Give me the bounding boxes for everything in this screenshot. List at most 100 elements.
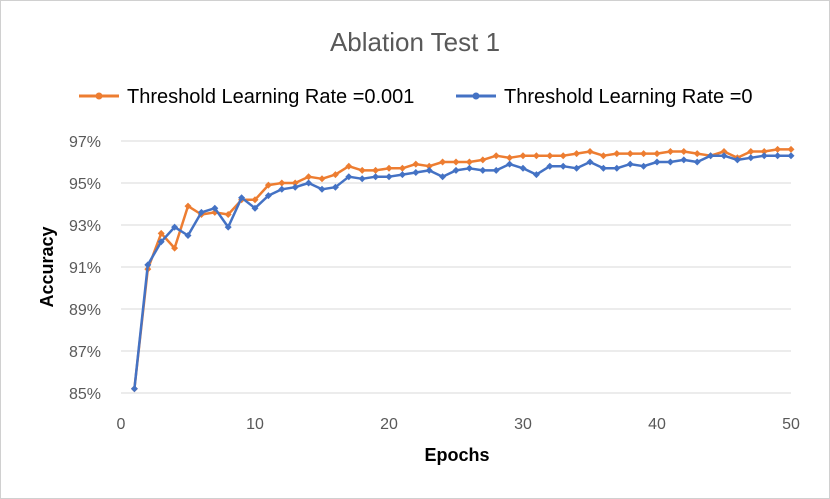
- data-point[interactable]: [733, 156, 741, 164]
- data-point[interactable]: [546, 152, 554, 160]
- y-tick-label: 97%: [69, 134, 101, 151]
- data-point[interactable]: [640, 150, 648, 158]
- data-point[interactable]: [331, 171, 339, 179]
- data-point[interactable]: [372, 166, 380, 174]
- data-point[interactable]: [452, 158, 460, 166]
- data-point[interactable]: [519, 164, 527, 172]
- y-tick-label: 85%: [69, 386, 101, 403]
- data-point[interactable]: [425, 166, 433, 174]
- data-point[interactable]: [479, 156, 487, 164]
- data-point[interactable]: [760, 148, 768, 155]
- data-point[interactable]: [398, 171, 406, 179]
- data-point[interactable]: [372, 173, 380, 181]
- data-point[interactable]: [653, 158, 661, 166]
- data-point[interactable]: [425, 162, 433, 170]
- data-point[interactable]: [653, 150, 661, 158]
- data-point[interactable]: [318, 175, 326, 183]
- data-point[interactable]: [774, 145, 782, 153]
- data-point[interactable]: [345, 173, 353, 181]
- data-point[interactable]: [532, 171, 540, 179]
- data-point[interactable]: [452, 166, 460, 174]
- data-point[interactable]: [251, 204, 259, 212]
- data-point[interactable]: [787, 152, 795, 160]
- data-point[interactable]: [586, 148, 594, 155]
- data-point[interactable]: [640, 162, 648, 170]
- data-point[interactable]: [573, 150, 581, 158]
- data-point[interactable]: [760, 152, 768, 160]
- data-point[interactable]: [680, 148, 688, 155]
- data-point[interactable]: [492, 152, 500, 160]
- data-point[interactable]: [264, 181, 272, 189]
- data-point[interactable]: [385, 173, 393, 181]
- data-point[interactable]: [787, 145, 795, 153]
- data-point[interactable]: [506, 154, 514, 162]
- legend-item-series-2[interactable]: Threshold Learning Rate =0: [456, 86, 753, 108]
- data-point[interactable]: [224, 211, 232, 218]
- data-point[interactable]: [666, 148, 674, 155]
- data-point[interactable]: [559, 152, 567, 160]
- data-point[interactable]: [492, 166, 500, 174]
- data-point[interactable]: [412, 169, 420, 176]
- data-point[interactable]: [184, 202, 192, 210]
- data-point[interactable]: [479, 166, 487, 174]
- data-point[interactable]: [278, 179, 286, 187]
- data-point[interactable]: [358, 175, 366, 183]
- data-point[interactable]: [171, 244, 179, 252]
- data-point[interactable]: [693, 158, 701, 166]
- data-point[interactable]: [626, 150, 634, 158]
- data-point[interactable]: [774, 152, 782, 160]
- data-point[interactable]: [626, 160, 634, 168]
- data-point[interactable]: [305, 173, 313, 181]
- data-point[interactable]: [358, 166, 366, 174]
- data-point[interactable]: [599, 152, 607, 160]
- y-tick-label: 93%: [69, 218, 101, 235]
- data-point[interactable]: [506, 160, 514, 168]
- x-tick-label: 20: [380, 416, 398, 433]
- data-point[interactable]: [157, 238, 165, 246]
- data-point[interactable]: [559, 162, 567, 170]
- data-point[interactable]: [720, 152, 728, 160]
- data-point[interactable]: [439, 158, 447, 166]
- data-point[interactable]: [278, 185, 286, 193]
- data-point[interactable]: [666, 158, 674, 166]
- data-point[interactable]: [318, 185, 326, 193]
- data-point[interactable]: [613, 150, 621, 158]
- data-point[interactable]: [345, 162, 353, 170]
- data-point[interactable]: [385, 164, 393, 172]
- data-point[interactable]: [747, 148, 755, 155]
- data-point[interactable]: [546, 162, 554, 170]
- data-point[interactable]: [144, 261, 152, 269]
- data-point[interactable]: [465, 158, 473, 166]
- data-point[interactable]: [613, 164, 621, 172]
- data-point[interactable]: [586, 158, 594, 166]
- data-point[interactable]: [439, 173, 447, 181]
- data-point[interactable]: [412, 160, 420, 168]
- data-point[interactable]: [573, 164, 581, 172]
- data-point[interactable]: [184, 232, 192, 239]
- data-point[interactable]: [693, 150, 701, 158]
- data-point[interactable]: [171, 223, 179, 231]
- data-point[interactable]: [398, 164, 406, 172]
- y-axis-ticks: 85% 87% 89% 91% 93% 95% 97%: [69, 134, 101, 403]
- data-point[interactable]: [224, 223, 232, 231]
- data-point[interactable]: [157, 229, 165, 237]
- data-point[interactable]: [238, 194, 246, 202]
- data-point[interactable]: [680, 156, 688, 164]
- data-point[interactable]: [251, 196, 259, 204]
- data-point[interactable]: [465, 164, 473, 172]
- data-point[interactable]: [305, 179, 313, 187]
- data-point[interactable]: [707, 152, 715, 160]
- data-point[interactable]: [532, 152, 540, 160]
- data-point[interactable]: [519, 152, 527, 160]
- legend-item-series-1[interactable]: Threshold Learning Rate =0.001: [79, 86, 414, 108]
- data-point[interactable]: [291, 179, 299, 187]
- data-point[interactable]: [291, 183, 299, 191]
- data-point[interactable]: [197, 208, 205, 216]
- data-point[interactable]: [130, 385, 138, 393]
- data-point[interactable]: [720, 148, 728, 155]
- data-point[interactable]: [747, 154, 755, 162]
- data-point[interactable]: [264, 192, 272, 200]
- data-point[interactable]: [211, 204, 219, 212]
- data-point[interactable]: [599, 164, 607, 172]
- data-point[interactable]: [331, 183, 339, 191]
